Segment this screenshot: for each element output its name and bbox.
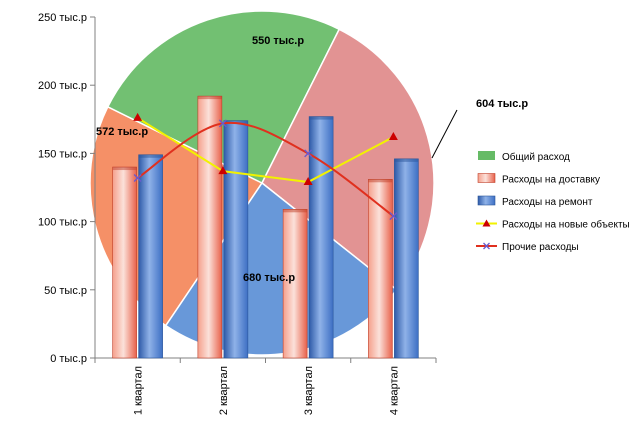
y-tick-label: 100 тыс.р xyxy=(38,217,87,229)
legend: Общий расход Расходы на доставку Расходы н… xyxy=(476,151,630,253)
bar-cap xyxy=(112,167,137,171)
x-tick-label: 1 квартал xyxy=(133,366,145,415)
bar xyxy=(394,158,419,359)
data-labels: 550 тыс.р 604 тыс.р 680 тыс.р 572 тыс.р xyxy=(96,35,528,284)
bar-cap xyxy=(138,154,163,158)
pie-slice-label: 550 тыс.р xyxy=(252,35,304,47)
legend-swatch xyxy=(478,151,495,160)
pie-slice-label: 680 тыс.р xyxy=(243,272,295,284)
legend-item: Расходы на доставку xyxy=(477,173,600,186)
legend-item: Расходы на новые объекты xyxy=(476,219,630,231)
bar xyxy=(223,120,249,359)
bar xyxy=(197,95,223,359)
line-point xyxy=(133,173,142,182)
bar xyxy=(282,209,308,359)
bar xyxy=(138,154,163,359)
line-point xyxy=(389,212,398,221)
bar-cap xyxy=(309,116,334,120)
legend-swatch xyxy=(477,173,496,183)
bar-cap xyxy=(197,96,222,100)
legend-label: Прочие расходы xyxy=(502,242,579,253)
legend-item: Расходы на ремонт xyxy=(477,195,593,208)
legend-label: Расходы на доставку xyxy=(502,175,600,186)
legend-label: Общий расход xyxy=(502,151,570,163)
legend-swatch xyxy=(477,195,496,206)
bar-cap xyxy=(283,209,308,213)
pie-slice xyxy=(106,10,341,185)
line-point xyxy=(304,149,313,158)
line-point xyxy=(388,132,398,141)
bar xyxy=(112,166,137,359)
bar xyxy=(368,179,393,359)
line-point xyxy=(218,119,227,128)
legend-item: Общий расход xyxy=(478,151,570,163)
y-tick-label: 250 тыс.р xyxy=(38,12,87,24)
x-tick-label: 2 квартал xyxy=(218,366,230,415)
x-tick-label: 4 квартал xyxy=(388,366,400,415)
legend-item: Прочие расходы xyxy=(476,242,579,253)
legend-label: Расходы на ремонт xyxy=(502,197,593,208)
bar-cap xyxy=(394,158,419,162)
bar xyxy=(308,116,334,359)
line-point xyxy=(303,177,313,186)
y-tick-label: 50 тыс.р xyxy=(44,285,87,297)
bar-cap xyxy=(368,179,393,183)
y-tick-label: 150 тыс.р xyxy=(38,148,87,160)
line-point xyxy=(218,166,228,175)
series-line xyxy=(137,121,394,217)
y-tick-label: 0 тыс.р xyxy=(50,353,87,365)
line-series xyxy=(133,112,398,221)
y-tick-label: 200 тыс.р xyxy=(38,80,87,92)
pie-slice-label: 572 тыс.р xyxy=(96,126,148,138)
x-tick-label: 3 квартал xyxy=(303,366,315,415)
line-point xyxy=(133,112,143,121)
bar-series xyxy=(112,95,419,359)
pie-leader-line xyxy=(431,109,458,159)
legend-label: Расходы на новые объекты xyxy=(502,219,630,231)
pie-slice-label: 604 тыс.р xyxy=(476,98,528,110)
